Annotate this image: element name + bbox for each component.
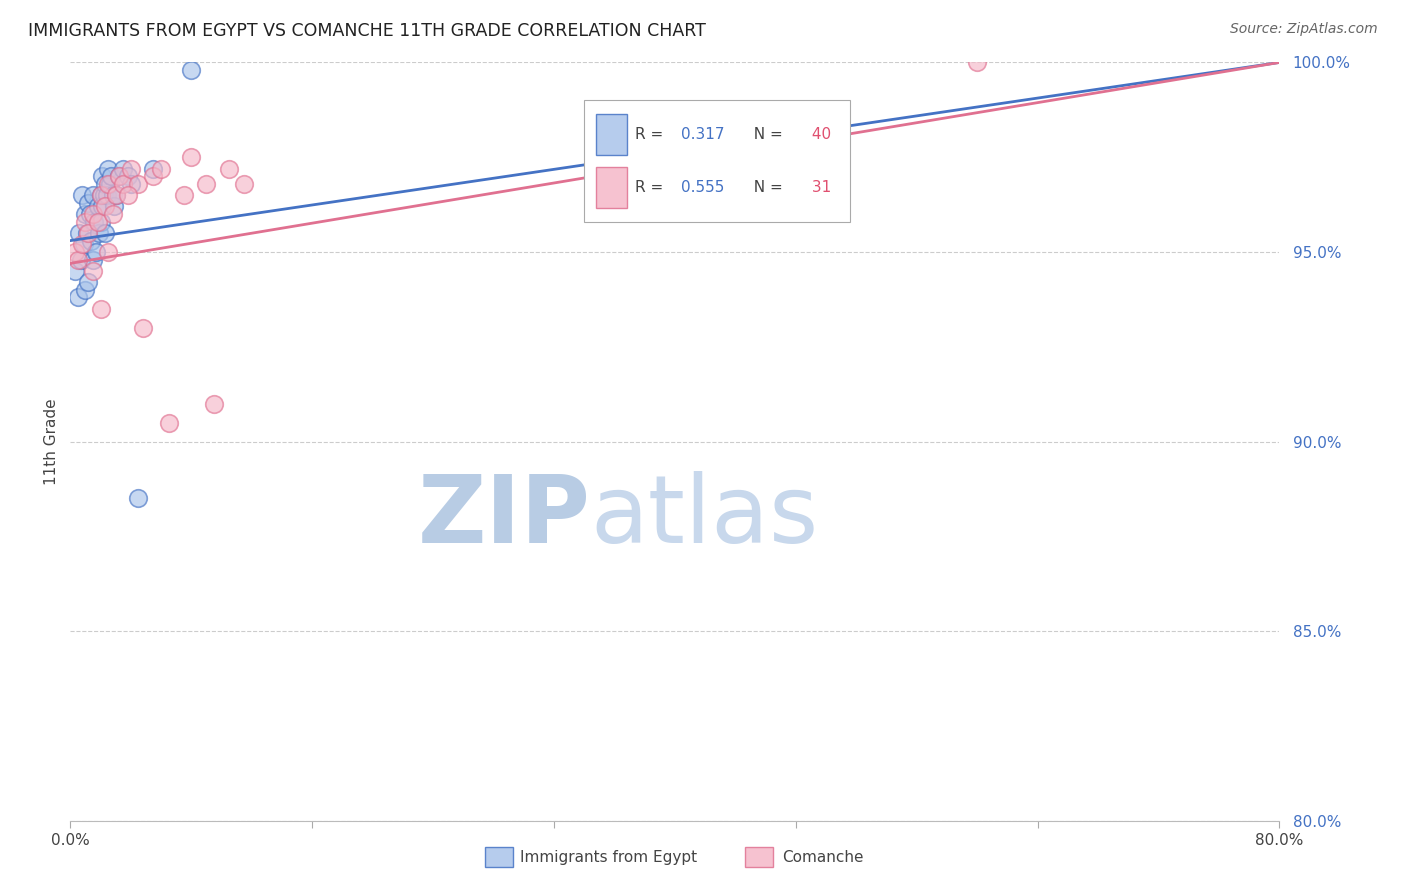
- Point: [97, 161, 120, 176]
- Point: [72, 188, 94, 202]
- Point: [67, 226, 90, 240]
- Point: [127, 491, 149, 506]
- Point: [107, 169, 129, 183]
- Point: [86, 199, 108, 213]
- Point: [100, 169, 122, 183]
- Text: IMMIGRANTS FROM EGYPT VS COMANCHE 11TH GRADE CORRELATION CHART: IMMIGRANTS FROM EGYPT VS COMANCHE 11TH G…: [28, 22, 706, 40]
- Point: [84, 244, 107, 259]
- Text: R =: R =: [636, 180, 668, 195]
- Text: Comanche: Comanche: [782, 850, 863, 864]
- Text: 0.317: 0.317: [681, 127, 724, 142]
- Point: [94, 177, 117, 191]
- Text: Source: ZipAtlas.com: Source: ZipAtlas.com: [1230, 22, 1378, 37]
- Text: R =: R =: [636, 127, 668, 142]
- Point: [91, 169, 114, 183]
- Point: [150, 161, 173, 176]
- Point: [79, 207, 101, 221]
- Point: [202, 396, 225, 410]
- Point: [83, 214, 105, 228]
- Point: [117, 169, 139, 183]
- Point: [75, 214, 97, 228]
- Point: [96, 188, 118, 202]
- Point: [87, 226, 110, 240]
- Point: [98, 177, 121, 191]
- Point: [97, 177, 120, 191]
- Point: [90, 214, 111, 228]
- Point: [120, 177, 142, 191]
- Point: [97, 244, 120, 259]
- Point: [90, 188, 111, 202]
- Point: [73, 237, 96, 252]
- Text: 40: 40: [807, 127, 831, 142]
- Point: [180, 62, 202, 77]
- Text: 31: 31: [807, 180, 831, 195]
- Point: [75, 207, 97, 221]
- Point: [76, 226, 98, 240]
- Point: [127, 177, 149, 191]
- Bar: [596, 113, 627, 155]
- Point: [77, 195, 100, 210]
- Point: [112, 177, 135, 191]
- Point: [63, 244, 86, 259]
- Text: atlas: atlas: [591, 471, 818, 564]
- Text: Immigrants from Egypt: Immigrants from Egypt: [520, 850, 697, 864]
- Point: [142, 161, 165, 176]
- Point: [77, 226, 100, 240]
- Point: [82, 188, 104, 202]
- Point: [75, 283, 97, 297]
- Point: [66, 252, 89, 267]
- Y-axis label: 11th Grade: 11th Grade: [44, 398, 59, 485]
- Point: [132, 320, 155, 334]
- Point: [70, 252, 93, 267]
- Text: 0.555: 0.555: [681, 180, 724, 195]
- Text: N =: N =: [744, 127, 787, 142]
- Point: [103, 199, 125, 213]
- Point: [120, 161, 142, 176]
- Point: [233, 177, 256, 191]
- Point: [72, 237, 94, 252]
- Point: [93, 188, 115, 202]
- Point: [117, 188, 139, 202]
- Point: [104, 188, 127, 202]
- Point: [82, 207, 104, 221]
- Point: [101, 207, 124, 221]
- Point: [90, 188, 111, 202]
- Point: [107, 169, 129, 183]
- Point: [66, 291, 89, 305]
- Point: [82, 252, 104, 267]
- Point: [112, 161, 135, 176]
- Point: [77, 275, 100, 289]
- Point: [63, 264, 86, 278]
- Text: ZIP: ZIP: [418, 471, 591, 564]
- Point: [157, 416, 180, 430]
- Point: [218, 161, 240, 176]
- Point: [966, 55, 988, 70]
- Point: [82, 264, 104, 278]
- Point: [173, 188, 195, 202]
- Point: [86, 214, 108, 228]
- Bar: [596, 167, 627, 209]
- Point: [142, 169, 165, 183]
- Point: [101, 188, 124, 202]
- Point: [104, 188, 127, 202]
- Point: [91, 199, 114, 213]
- Point: [94, 226, 117, 240]
- FancyBboxPatch shape: [585, 101, 851, 222]
- Point: [195, 177, 218, 191]
- Text: N =: N =: [744, 180, 787, 195]
- Point: [180, 150, 202, 164]
- Point: [90, 301, 111, 316]
- Point: [94, 199, 117, 213]
- Point: [80, 234, 103, 248]
